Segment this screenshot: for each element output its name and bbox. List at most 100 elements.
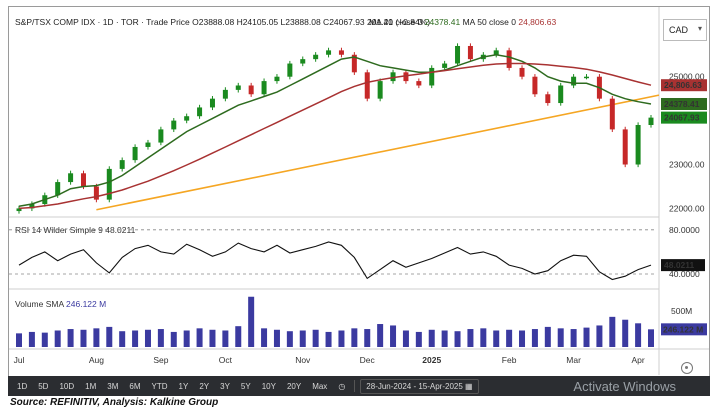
- volume-bar: [235, 326, 242, 347]
- chart-header: S&P/TSX COMP IDX · 1D · TOR · Trade Pric…: [15, 17, 430, 27]
- candle-body: [313, 54, 319, 60]
- volume-bar: [480, 328, 487, 347]
- rsi-tick-label: 40.0000: [669, 269, 700, 279]
- x-tick-label: Feb: [502, 355, 517, 365]
- candle-body: [222, 89, 228, 99]
- candle-body: [351, 54, 357, 73]
- price-tick-label: 22000.00: [669, 203, 705, 213]
- candle-body: [184, 116, 190, 121]
- period-button-10d[interactable]: 10D: [59, 381, 75, 391]
- volume-bar: [248, 296, 255, 347]
- toolbar-separator: [354, 380, 356, 392]
- ma21-line: [18, 54, 652, 207]
- volume-bar: [286, 331, 293, 347]
- volume-bar: [67, 329, 74, 347]
- volume-bar: [222, 330, 229, 347]
- x-tick-label: 2025: [422, 355, 441, 365]
- clock-icon[interactable]: ◷: [338, 381, 346, 391]
- candle-body: [209, 98, 215, 108]
- price-tick-label: 25000.00: [669, 72, 705, 82]
- candle-body: [287, 63, 293, 77]
- volume-bar: [273, 329, 280, 347]
- volume-bar: [519, 330, 526, 347]
- rsi-tick-label: 80.0000: [669, 225, 700, 235]
- candle-body: [235, 85, 241, 90]
- volume-bar: [351, 328, 358, 347]
- period-button-5d[interactable]: 5D: [38, 381, 49, 391]
- volume-bar: [557, 328, 564, 347]
- volume-bar: [609, 316, 616, 347]
- date-range-picker[interactable]: 28-Jun-2024 - 15-Apr-2025 ▦: [360, 378, 479, 394]
- period-button-1d[interactable]: 1D: [17, 381, 28, 391]
- candle-body: [635, 125, 641, 165]
- x-tick-label: Mar: [566, 355, 581, 365]
- volume-bar: [325, 331, 332, 347]
- candle-body: [467, 45, 473, 60]
- volume-bar: [415, 331, 422, 347]
- candle-body: [532, 76, 538, 95]
- volume-bar: [209, 329, 216, 347]
- candle-body: [119, 160, 125, 169]
- chevron-down-icon: ▾: [697, 24, 702, 33]
- period-button-5y[interactable]: 5Y: [240, 381, 251, 391]
- period-button-max[interactable]: Max: [312, 381, 328, 391]
- candle-body: [506, 50, 512, 68]
- volume-bar: [596, 325, 603, 347]
- volume-bar: [41, 332, 48, 347]
- volume-bar: [428, 329, 435, 347]
- period-button-6m[interactable]: 6M: [129, 381, 141, 391]
- candle-body: [261, 81, 267, 95]
- price-tag-label: 24378.41: [664, 99, 700, 109]
- candle-body: [106, 168, 112, 200]
- candle-body: [300, 59, 306, 64]
- volume-bar: [261, 328, 268, 347]
- rsi-line: [18, 241, 652, 281]
- volume-tag-label: 246.122 M: [663, 324, 703, 334]
- volume-bar: [119, 331, 126, 347]
- rsi-tag-label: 48.0211: [664, 260, 695, 270]
- settings-gear-icon[interactable]: [681, 362, 693, 374]
- volume-bar: [622, 319, 629, 347]
- period-button-ytd[interactable]: YTD: [151, 381, 168, 391]
- currency-label: CAD: [669, 25, 689, 35]
- candle-body: [571, 76, 577, 86]
- period-button-3m[interactable]: 3M: [107, 381, 119, 391]
- candle-body: [132, 146, 138, 161]
- activate-windows-watermark: Activate Windows: [573, 378, 676, 394]
- candle-body: [68, 173, 74, 183]
- price-tag-label: 24067.93: [664, 113, 700, 123]
- candle-body: [326, 50, 332, 55]
- period-button-10y[interactable]: 10Y: [261, 381, 276, 391]
- ma-legend: MA 21 close 0 24378.41 MA 50 close 0 24,…: [369, 17, 556, 27]
- price-tag: [661, 79, 707, 92]
- candle-body: [519, 67, 525, 77]
- x-tick-label: Oct: [219, 355, 233, 365]
- volume-bar: [377, 324, 384, 347]
- period-button-1y[interactable]: 1Y: [178, 381, 189, 391]
- period-button-20y[interactable]: 20Y: [286, 381, 302, 391]
- price-tag: [661, 111, 707, 124]
- volume-bar: [54, 330, 61, 347]
- chart-svg[interactable]: S&P/TSX COMP IDX · 1D · TOR · Trade Pric…: [9, 7, 709, 395]
- period-button-1m[interactable]: 1M: [85, 381, 97, 391]
- candle-body: [29, 204, 35, 209]
- candle-body: [377, 81, 383, 99]
- volume-bar: [390, 325, 397, 347]
- candle-body: [171, 120, 177, 130]
- candle-body: [248, 85, 254, 95]
- volume-bar: [28, 331, 35, 347]
- x-tick-label: Jul: [14, 355, 25, 365]
- volume-bar: [106, 326, 113, 347]
- currency-select[interactable]: CAD ▾: [663, 19, 707, 41]
- period-button-3y[interactable]: 3Y: [220, 381, 230, 391]
- period-toolbar: 1D 5D 10D 1M 3M 6M YTD 1Y 2Y 3Y 5Y 10Y 20Y Max ◷ 28-Jun…: [8, 376, 710, 396]
- price-tick-label: 23000.00: [669, 160, 705, 170]
- candle-body: [158, 129, 164, 143]
- volume-bar: [544, 326, 551, 347]
- candle-body: [403, 72, 409, 82]
- volume-bar: [454, 331, 461, 347]
- period-button-2y[interactable]: 2Y: [199, 381, 210, 391]
- volume-bar: [493, 330, 500, 347]
- price-tag-label: 24,806.63: [664, 80, 702, 90]
- trendline: [96, 94, 660, 211]
